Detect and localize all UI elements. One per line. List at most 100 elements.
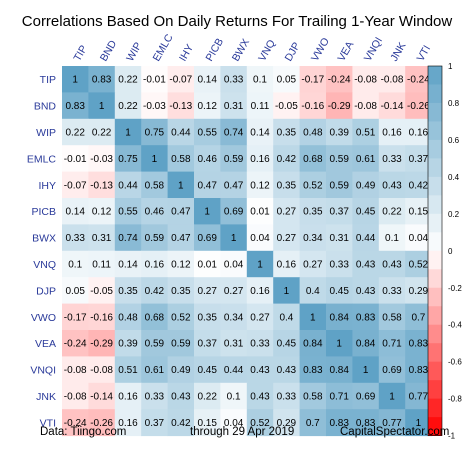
heatmap-cell-djp-bnd — [88, 277, 116, 305]
heatmap-cell-tip-vea — [326, 66, 353, 93]
heatmap-cell-vnq-vwo — [299, 250, 327, 278]
colorbar-segment — [428, 306, 442, 326]
cell-value-label: 0.33 — [250, 339, 270, 350]
cell-value-label: 0.49 — [171, 365, 191, 376]
cell-value-label: -0.24 — [64, 339, 87, 350]
row-label-vti: VTI — [40, 417, 56, 429]
heatmap-cell-wip-djp — [273, 118, 301, 146]
heatmap-cell-ihy-picb — [194, 171, 221, 199]
heatmap-cell-bnd-wip — [114, 92, 142, 120]
heatmap-cell-wip-vnqi — [352, 118, 380, 146]
cell-value-label: 0.16 — [409, 128, 429, 139]
heatmap-cell-jnk-vnqi — [352, 382, 380, 410]
cell-value-label: 0.15 — [409, 207, 429, 218]
colorbar-tick-label: -0.6 — [448, 358, 462, 367]
cell-value-label: 0.22 — [382, 207, 402, 218]
heatmap-cell-djp-vea — [326, 277, 353, 305]
heatmap-cell-bnd-emlc — [141, 92, 169, 120]
heatmap-cell-bnd-bnd — [88, 92, 116, 120]
heatmap-cell-picb-picb — [194, 198, 221, 225]
heatmap-cell-wip-vea — [326, 118, 353, 146]
heatmap-cell-bwx-picb — [194, 224, 221, 252]
row-label-vnq: VNQ — [33, 259, 56, 271]
heatmap-cell-picb-djp — [273, 198, 301, 225]
heatmap-cell-bnd-picb — [194, 92, 221, 120]
colorbar-tick-label: 1 — [448, 62, 453, 71]
cell-value-label: 0.83 — [356, 418, 376, 429]
heatmap-cell-vnqi-djp — [273, 356, 301, 384]
cell-value-label: 0.47 — [171, 207, 191, 218]
cell-value-label: 0.43 — [250, 392, 270, 403]
heatmap-cell-picb-bwx — [220, 198, 248, 225]
heatmap-cell-emlc-jnk — [378, 145, 406, 173]
heatmap-cell-jnk-ihy — [167, 382, 195, 410]
heatmap-cell-vti-vti — [405, 409, 433, 437]
cell-value-label: 0.1 — [68, 260, 82, 271]
column-label-bwx: BWX — [230, 37, 252, 64]
cell-value-label: 0.14 — [197, 75, 217, 86]
cell-value-label: 1 — [152, 154, 158, 165]
cell-value-label: 0.45 — [356, 207, 376, 218]
heatmap-cell-emlc-vti — [405, 145, 433, 173]
colorbar-tick-label: -0.2 — [448, 284, 462, 293]
cell-value-label: 0.16 — [145, 260, 165, 271]
cell-value-label: 0.84 — [329, 312, 349, 323]
heatmap-cell-djp-tip — [62, 277, 89, 305]
cell-value-label: 0.22 — [197, 392, 217, 403]
cell-value-label: -0.14 — [381, 101, 404, 112]
heatmap-cell-wip-wip — [114, 118, 142, 146]
heatmap-cell-jnk-vea — [326, 382, 353, 410]
heatmap-cell-ihy-tip — [62, 171, 89, 199]
heatmap-cell-emlc-vea — [326, 145, 353, 173]
cell-value-label: -0.24 — [328, 75, 351, 86]
cell-value-label: 0.33 — [224, 75, 244, 86]
cell-value-label: -0.08 — [354, 101, 377, 112]
heatmap-cell-tip-tip — [62, 66, 89, 93]
cell-value-label: 0.58 — [171, 154, 191, 165]
cell-value-label: 0.16 — [382, 128, 402, 139]
cell-value-label: 0.43 — [171, 392, 191, 403]
cell-value-label: 0.33 — [382, 286, 402, 297]
cell-value-label: 0.15 — [197, 418, 217, 429]
heatmap-cell-bwx-wip — [114, 224, 142, 252]
cell-value-label: 0.04 — [409, 233, 429, 244]
cell-value-label: -0.01 — [143, 75, 166, 86]
column-label-bnd: BND — [98, 38, 120, 64]
heatmap-cell-emlc-bnd — [88, 145, 116, 173]
column-labels: TIP BND WIP EMLC IHY PICB BWX VNQ DJP VWO VEA VNQI J… — [71, 32, 433, 64]
cell-value-label: 0.49 — [356, 180, 376, 191]
heatmap-cell-vnqi-jnk — [378, 356, 406, 384]
cell-value-label: 1 — [310, 312, 316, 323]
heatmap-cell-wip-vti — [405, 118, 433, 146]
cell-value-label: 0.31 — [224, 101, 244, 112]
heatmap-cell-bwx-bnd — [88, 224, 116, 252]
cell-value-label: 1 — [416, 418, 422, 429]
heatmap-cell-vnq-bwx — [220, 250, 248, 278]
cell-value-label: 0.43 — [382, 180, 402, 191]
cell-value-label: 0.58 — [145, 180, 165, 191]
cell-value-label: 0.83 — [92, 75, 112, 86]
cell-value-label: 0.48 — [118, 312, 138, 323]
row-label-vea: VEA — [35, 338, 56, 350]
cell-value-label: 0.27 — [277, 233, 297, 244]
heatmap-cell-wip-jnk — [378, 118, 406, 146]
heatmap-cell-picb-vnqi — [352, 198, 380, 225]
cell-value-label: 0.33 — [65, 233, 85, 244]
cell-value-label: 0.27 — [303, 260, 323, 271]
heatmap-cell-vti-tip — [62, 409, 89, 437]
cell-value-label: 0.05 — [65, 286, 85, 297]
heatmap-cell-bwx-vti — [405, 224, 433, 252]
heatmap-cell-picb-vea — [326, 198, 353, 225]
cell-value-label: -0.05 — [275, 101, 298, 112]
cell-value-label: 0.84 — [356, 339, 376, 350]
colorbar-segment — [428, 66, 442, 85]
cell-value-label: 0.84 — [303, 339, 323, 350]
heatmap-cell-ihy-ihy — [167, 171, 195, 199]
heatmap-cell-vnqi-picb — [194, 356, 221, 384]
row-label-vwo: VWO — [31, 312, 56, 324]
cell-value-label: 0.43 — [382, 260, 402, 271]
row-label-ihy: IHY — [38, 180, 56, 192]
row-label-picb: PICB — [31, 206, 56, 218]
heatmap-cell-emlc-vwo — [299, 145, 327, 173]
heatmap-cell-vti-wip — [114, 409, 142, 437]
